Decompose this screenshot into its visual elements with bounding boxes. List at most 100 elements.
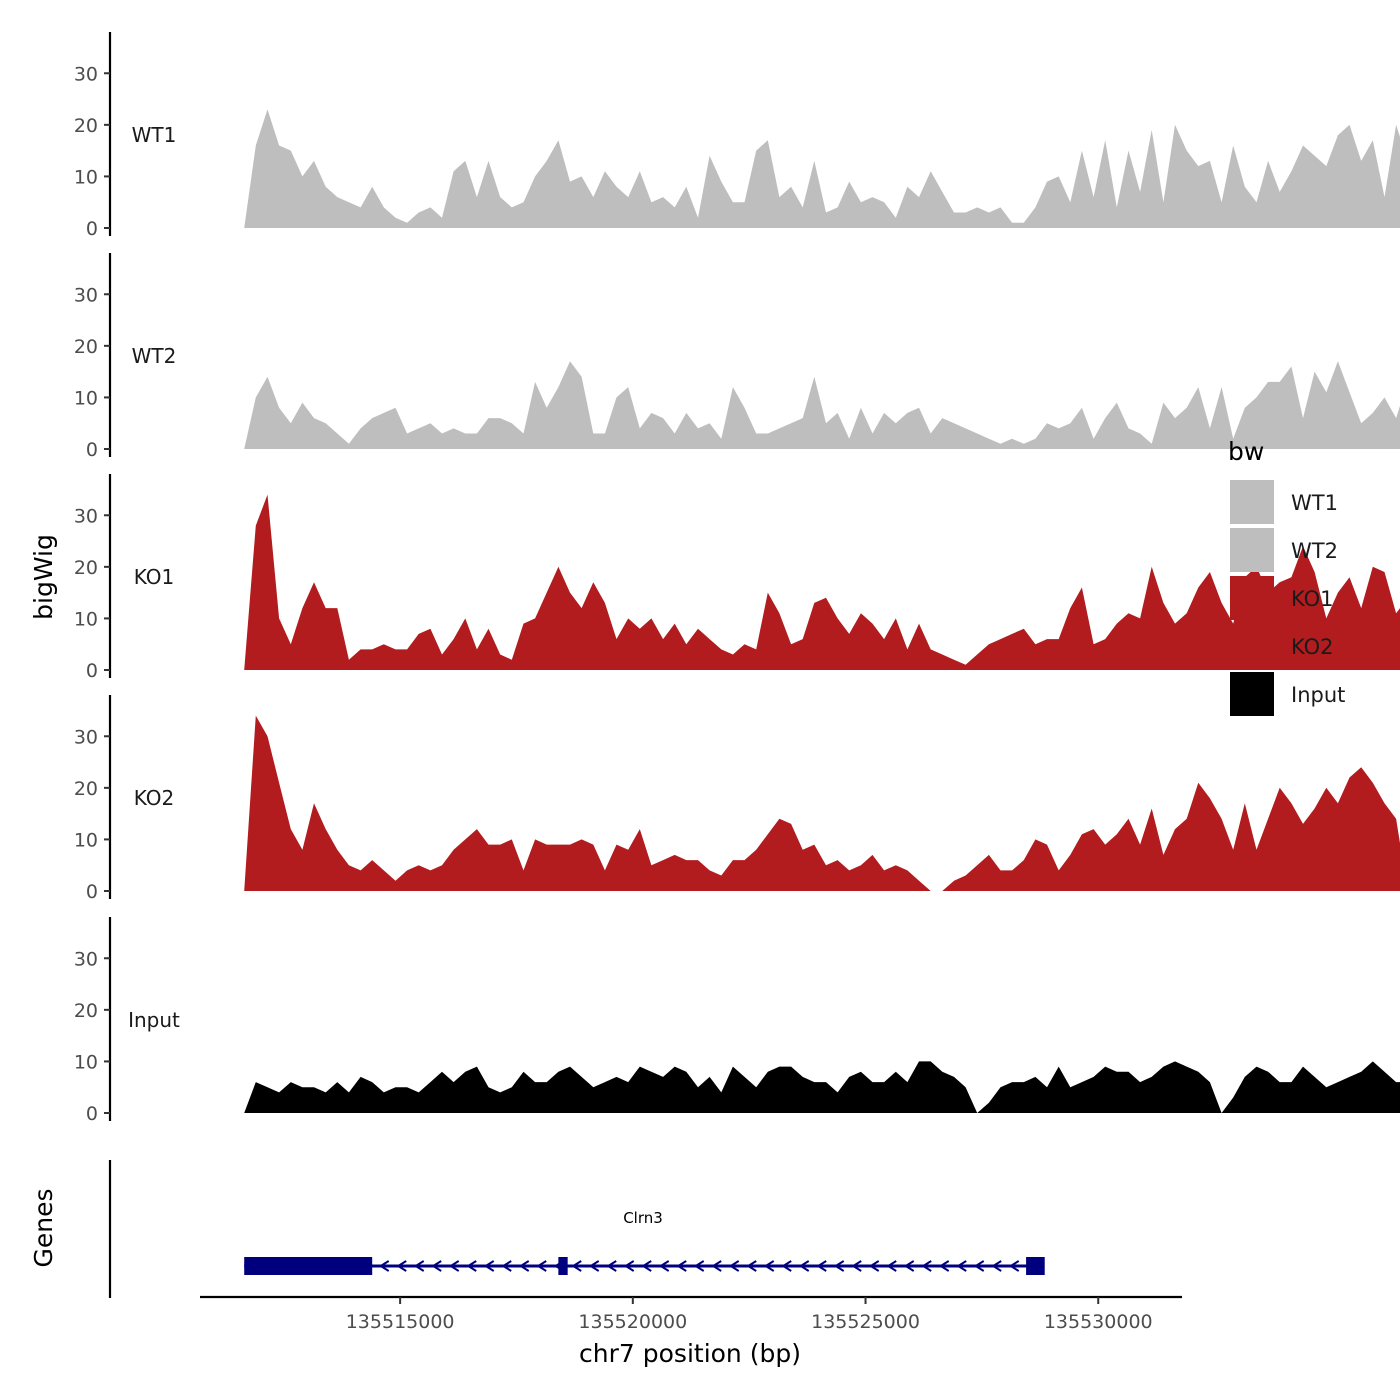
strand-arrow [396,1260,407,1272]
y-tick-label: 30 [74,63,98,85]
exon-2 [558,1257,568,1275]
strand-arrow [431,1260,442,1272]
y-tick-label: 30 [74,505,98,527]
y-tick-label: 20 [74,557,98,579]
strand-arrow [606,1260,617,1272]
strand-arrow [623,1260,635,1272]
strand-arrow [483,1260,495,1272]
legend: bw WT1 WT2 KO1 KO2 Input [1228,437,1345,716]
y-tick-label: 10 [74,829,98,851]
strand-arrow [921,1260,932,1272]
legend-swatch [1230,624,1274,668]
y-tick-label: 30 [74,284,98,306]
y-tick-label: 20 [74,778,98,800]
strand-arrow [973,1260,985,1272]
x-tick-label: 135520000 [578,1311,687,1333]
legend-swatch [1230,576,1274,620]
x-axis-title: chr7 position (bp) [579,1339,801,1368]
strand-arrow [938,1260,950,1272]
strand-arrow [746,1260,757,1272]
strand-arrow [851,1260,862,1272]
gene-name-label: Clrn3 [623,1209,663,1227]
track-ko1: 0 10 20 30 KO1 [74,474,1400,682]
coverage-area-wt2 [244,361,1400,449]
y-tick-label: 20 [74,1000,98,1022]
coverage-area-ko1 [244,494,1400,670]
coverage-area-wt1 [244,109,1400,228]
legend-item-ko2: KO2 [1230,624,1334,668]
strand-arrow [536,1260,547,1272]
track-panels: 0 10 20 30 WT1 0 10 20 30 WT2 0 10 20 30 KO1 0 10 20 30 KO2… [74,32,1400,1125]
strand-arrow [448,1260,460,1272]
exon-3 [1026,1257,1045,1275]
track-input: 0 10 20 30 Input [74,917,1400,1125]
legend-label: Input [1291,683,1345,707]
legend-item-input: Input [1230,672,1345,716]
genes-panel: Clrn3 [108,1160,1045,1298]
strand-arrow [571,1260,582,1272]
track-label-ko1: KO1 [134,565,175,589]
coverage-area-ko2 [244,715,1400,891]
track-label-wt2: WT2 [132,344,177,368]
y-tick-label: 30 [74,726,98,748]
y-tick-label: 10 [74,608,98,630]
strand-arrow [518,1260,530,1272]
strand-arrow [991,1260,1002,1272]
legend-label: KO1 [1291,587,1334,611]
coverage-area-input [244,1061,1400,1113]
legend-item-ko1: KO1 [1230,576,1334,620]
x-tick-label: 135515000 [346,1311,455,1333]
strand-arrow [833,1260,845,1272]
strand-arrow [763,1260,775,1272]
strand-arrow [816,1260,827,1272]
strand-arrow [781,1260,792,1272]
x-tick-label: 135525000 [811,1311,920,1333]
exon-1 [244,1257,373,1275]
y-axis-title: bigWig [29,534,58,620]
legend-item-wt2: WT2 [1230,528,1338,572]
strand-arrow [1008,1260,1020,1272]
strand-arrow [501,1260,512,1272]
y-tick-label: 10 [74,387,98,409]
legend-swatch [1230,528,1274,572]
legend-swatch [1230,672,1274,716]
strand-arrow [466,1260,477,1272]
strand-arrow [641,1260,652,1272]
y-tick-label: 10 [74,1051,98,1073]
y-tick-label: 20 [74,115,98,137]
legend-label: WT1 [1291,491,1338,515]
track-label-ko2: KO2 [134,786,175,810]
strand-arrow [693,1260,705,1272]
track-label-wt1: WT1 [132,123,177,147]
track-ko2: 0 10 20 30 KO2 [74,695,1400,903]
strand-arrow [728,1260,740,1272]
legend-title: bw [1228,437,1264,466]
legend-item-wt1: WT1 [1230,480,1338,524]
x-tick-label: 135530000 [1044,1311,1153,1333]
legend-swatch [1230,480,1274,524]
y-tick-label: 0 [86,1103,98,1125]
y-tick-label: 30 [74,948,98,970]
strand-arrow [676,1260,687,1272]
strand-arrow [868,1260,880,1272]
y-tick-label: 0 [86,660,98,682]
y-tick-label: 0 [86,881,98,903]
strand-arrow [886,1260,897,1272]
y-tick-label: 0 [86,218,98,240]
track-label-input: Input [128,1008,180,1032]
legend-label: KO2 [1291,635,1334,659]
strand-arrow [588,1260,600,1272]
legend-label: WT2 [1291,539,1338,563]
strand-arrow [711,1260,722,1272]
strand-arrow [956,1260,967,1272]
x-axis: 135515000 135520000 135525000 135530000 [200,1295,1182,1333]
strand-arrow [658,1260,670,1272]
strand-arrow [378,1260,390,1272]
genes-axis-title: Genes [29,1188,58,1267]
strand-arrow [413,1260,425,1272]
y-tick-label: 20 [74,336,98,358]
track-wt2: 0 10 20 30 WT2 [74,253,1400,461]
strand-arrow [903,1260,915,1272]
y-tick-label: 10 [74,166,98,188]
